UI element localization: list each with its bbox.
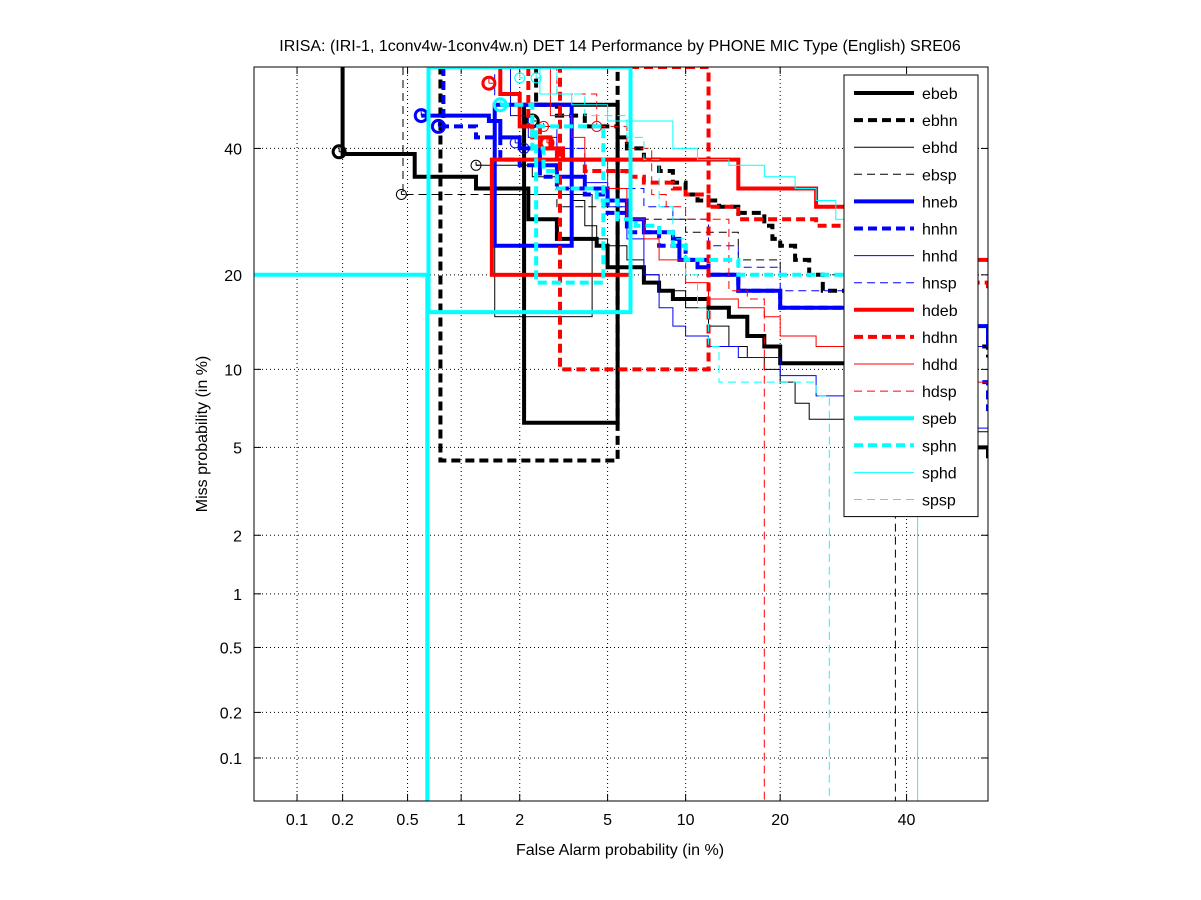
operating-point-ebeb — [331, 144, 347, 160]
operating-point-ebsp — [395, 188, 407, 200]
legend-label: ebsp — [922, 167, 957, 184]
legend-label: ebhn — [922, 113, 958, 130]
legend-label: sphd — [922, 465, 957, 482]
x-tick-label: 0.5 — [396, 812, 418, 829]
x-tick-label: 40 — [898, 812, 916, 829]
series-line-hdhn — [500, 67, 988, 291]
confidence-box-ebhn — [438, 67, 620, 463]
confidence-box-sphn — [534, 124, 606, 285]
legend-item: ebhd — [854, 140, 958, 157]
y-tick-label: 1 — [233, 587, 242, 604]
confidence-box-speb — [426, 67, 633, 315]
series-line-hdhd — [532, 67, 988, 396]
operating-point-spsp — [530, 72, 542, 84]
series-line-ebhd — [476, 164, 988, 438]
legend-item: hnhd — [854, 249, 958, 266]
x-tick-label: 0.1 — [286, 812, 308, 829]
legend-item: sphn — [854, 438, 957, 455]
operating-point-hnsp — [509, 137, 521, 149]
series-line-spsp — [536, 67, 830, 801]
operating-point-hdsp — [591, 120, 603, 132]
legend-label: hneb — [922, 194, 958, 211]
legend-label: hdhd — [922, 357, 958, 374]
operating-point-hnhn — [430, 118, 446, 134]
legend-label: ebhd — [922, 140, 958, 157]
legend: ebeb ebhn ebhd ebsp hneb hnhn hnhd hnsp hdeb hdhn… — [843, 74, 979, 518]
legend-label: hdeb — [922, 303, 958, 320]
x-tick-label: 2 — [515, 812, 524, 829]
x-tick-label: 20 — [771, 812, 789, 829]
legend-item: ebhn — [854, 113, 958, 130]
x-tick-label: 1 — [457, 812, 466, 829]
confidence-box-hdhn — [558, 67, 711, 372]
legend-item: hdeb — [854, 303, 958, 320]
legend-item: hnhn — [854, 222, 958, 239]
operating-point-sphn — [492, 97, 508, 113]
ticks: 0.1 0.2 0.5 1 2 5 10 20 40 0.1 0.2 0.5 1 2 5 10 20 40 — [220, 67, 988, 829]
legend-item: speb — [854, 411, 957, 428]
legend-item: hdhn — [854, 330, 958, 347]
legend-item: ebeb — [854, 86, 958, 103]
legend-box — [843, 74, 979, 518]
operating-point-ebhd — [470, 159, 482, 171]
operating-point-hnhd — [518, 142, 530, 154]
x-axis-label: False Alarm probability (in %) — [516, 842, 724, 859]
y-tick-label: 0.5 — [220, 640, 242, 657]
legend-item: hneb — [854, 194, 958, 211]
legend-item: ebsp — [854, 167, 957, 184]
legend-label: spsp — [922, 493, 956, 510]
series-sphn — [492, 97, 934, 285]
x-tick-label: 5 — [603, 812, 612, 829]
operating-point-sphd — [514, 72, 526, 84]
y-tick-label: 10 — [224, 362, 242, 379]
legend-label: hdhn — [922, 330, 958, 347]
y-tick-label: 5 — [233, 440, 242, 457]
legend-label: hnsp — [922, 276, 957, 293]
legend-label: sphn — [922, 438, 957, 455]
operating-point-hdhn — [539, 135, 555, 151]
series-hdhn — [500, 67, 988, 372]
axes-frame — [253, 66, 989, 802]
legend-label: speb — [922, 411, 957, 428]
series-line-ebsp — [402, 67, 896, 801]
x-tick-label: 0.2 — [331, 812, 353, 829]
y-tick-label: 40 — [224, 141, 242, 158]
series-spsp — [530, 67, 830, 801]
x-tick-label: 10 — [677, 812, 695, 829]
y-tick-label: 20 — [224, 268, 242, 285]
series-ebsp — [395, 67, 896, 801]
legend-item: hdhd — [854, 357, 958, 374]
legend-label: ebeb — [922, 86, 958, 103]
y-tick-label: 0.2 — [220, 705, 242, 722]
y-tick-label: 2 — [233, 528, 242, 545]
series-line-sphn — [500, 102, 934, 277]
legend-item: hnsp — [854, 276, 957, 293]
y-axis-label: Miss probability (in %) — [194, 356, 211, 512]
y-tick-label: 0.1 — [220, 751, 242, 768]
operating-point-hdeb — [481, 75, 497, 91]
legend-item: sphd — [854, 465, 957, 482]
legend-label: hnhd — [922, 249, 958, 266]
legend-item: hdsp — [854, 384, 957, 401]
chart-title: IRISA: (IRI-1, 1conv4w-1conv4w.n) DET 14… — [279, 38, 961, 55]
legend-item: spsp — [854, 493, 956, 510]
series-speb — [254, 67, 633, 801]
legend-label: hdsp — [922, 384, 957, 401]
legend-label: hnhn — [922, 222, 958, 239]
